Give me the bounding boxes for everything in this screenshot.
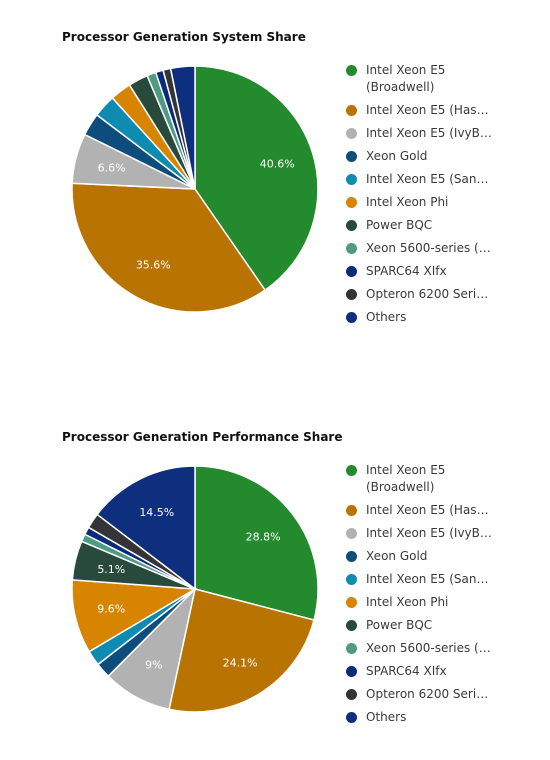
legend-item[interactable]: Xeon Gold [346, 548, 546, 565]
legend-swatch [346, 220, 357, 231]
legend-label: Intel Xeon Phi [366, 195, 449, 209]
legend-label: Intel Xeon E5 (Haswell) [366, 103, 494, 117]
data-label: 35.6% [136, 258, 171, 271]
pie-slice-others [169, 65, 196, 190]
legend-item[interactable]: Intel Xeon Phi [346, 594, 546, 611]
legend-item[interactable]: Intel Xeon E5 (IvyBridge) [346, 125, 546, 142]
chart-title: Processor Generation System Share [62, 30, 306, 44]
legend-item[interactable]: Power BQC [346, 217, 546, 234]
legend-label: Others [366, 310, 407, 324]
legend-label: SPARC64 XIfx [366, 664, 447, 678]
legend-label: Intel Xeon E5 (IvyBridge) [366, 526, 494, 540]
legend-swatch [346, 666, 357, 677]
legend-item[interactable]: Xeon 5600-series (Westmere-EP) [346, 640, 546, 657]
chart-title: Processor Generation Performance Share [62, 430, 343, 444]
pie-slice-intel-xeon-phi [71, 579, 198, 653]
legend-swatch [346, 65, 357, 76]
legend-swatch [346, 197, 357, 208]
system-share-chart: Processor Generation System Share 40.6% 3… [0, 0, 550, 360]
legend-label: Power BQC [366, 218, 433, 232]
legend-swatch [346, 465, 357, 476]
pie-slice-others [96, 465, 196, 591]
legend-item[interactable]: Intel Xeon Phi [346, 194, 546, 211]
legend-swatch [346, 620, 357, 631]
legend-swatch [346, 312, 357, 323]
pie-slice-intel-xeon-e5-broadwell [194, 65, 319, 292]
legend-swatch [346, 243, 357, 254]
legend-item[interactable]: Intel Xeon E5 (IvyBridge) [346, 525, 546, 542]
legend: Intel Xeon E5 (Broadwell) Intel Xeon E5 (… [346, 462, 546, 732]
legend-label: Others [366, 710, 407, 724]
legend-item[interactable]: Intel Xeon E5 (Haswell) [346, 502, 546, 519]
legend-label: Power BQC [366, 618, 433, 632]
legend-item[interactable]: Xeon 5600-series (Westmere-EP) [346, 240, 546, 257]
legend-swatch [346, 643, 357, 654]
legend-label: Intel Xeon E5 (Haswell) [366, 503, 494, 517]
legend: Intel Xeon E5 (Broadwell) Intel Xeon E5 (… [346, 62, 546, 332]
legend-item[interactable]: Opteron 6200 Series (Interlagos) [346, 286, 546, 303]
legend-item[interactable]: Intel Xeon E5 (Broadwell) [346, 62, 546, 96]
legend-swatch [346, 574, 357, 585]
legend-swatch [346, 266, 357, 277]
legend-label: Opteron 6200 Series (Interlagos) [366, 287, 494, 301]
legend-swatch [346, 689, 357, 700]
pie-chart: 40.6% 35.6% 6.6% [71, 65, 319, 313]
legend-label: Xeon Gold [366, 149, 428, 163]
legend-label: Xeon 5600-series (Westmere-EP) [366, 241, 494, 255]
data-label: 28.8% [246, 530, 281, 543]
legend-label: Xeon 5600-series (Westmere-EP) [366, 641, 494, 655]
legend-item[interactable]: Power BQC [346, 617, 546, 634]
legend-label: Intel Xeon E5 (Broadwell) [366, 63, 446, 94]
legend-label: Opteron 6200 Series (Interlagos) [366, 687, 494, 701]
legend-swatch [346, 712, 357, 723]
legend-label: Intel Xeon E5 (SandyBridge) [366, 572, 494, 586]
legend-item[interactable]: Intel Xeon E5 (Haswell) [346, 102, 546, 119]
data-label: 5.1% [97, 563, 125, 576]
pie-chart: 28.8% 24.1% 9% 9.6% 5.1% 14.5% [71, 465, 319, 713]
data-label: 9.6% [97, 603, 125, 616]
legend-swatch [346, 151, 357, 162]
data-label: 40.6% [260, 157, 295, 170]
legend-item[interactable]: Intel Xeon E5 (SandyBridge) [346, 171, 546, 188]
legend-item[interactable]: Opteron 6200 Series (Interlagos) [346, 686, 546, 703]
legend-label: SPARC64 XIfx [366, 264, 447, 278]
data-label: 6.6% [98, 162, 126, 175]
legend-item[interactable]: Intel Xeon E5 (SandyBridge) [346, 571, 546, 588]
legend-item[interactable]: Xeon Gold [346, 148, 546, 165]
data-label: 9% [145, 659, 162, 672]
legend-item[interactable]: Intel Xeon E5 (Broadwell) [346, 462, 546, 496]
legend-swatch [346, 105, 357, 116]
legend-swatch [346, 174, 357, 185]
legend-label: Intel Xeon E5 (SandyBridge) [366, 172, 494, 186]
legend-item[interactable]: SPARC64 XIfx [346, 663, 546, 680]
legend-label: Intel Xeon Phi [366, 595, 449, 609]
legend-swatch [346, 505, 357, 516]
pie-slice-intel-xeon-e5-haswell [71, 182, 267, 313]
legend-swatch [346, 528, 357, 539]
legend-swatch [346, 597, 357, 608]
performance-share-chart: Processor Generation Performance Share 2… [0, 400, 550, 760]
legend-label: Intel Xeon E5 (Broadwell) [366, 463, 446, 494]
legend-item[interactable]: Others [346, 709, 546, 726]
legend-item[interactable]: SPARC64 XIfx [346, 263, 546, 280]
legend-swatch [346, 551, 357, 562]
data-label: 24.1% [223, 656, 258, 669]
legend-label: Intel Xeon E5 (IvyBridge) [366, 126, 494, 140]
legend-label: Xeon Gold [366, 549, 428, 563]
pie-slice-intel-xeon-e5-haswell [168, 588, 315, 713]
pie-slice-intel-xeon-e5-broadwell [194, 465, 319, 621]
data-label: 14.5% [139, 506, 174, 519]
legend-swatch [346, 128, 357, 139]
legend-swatch [346, 289, 357, 300]
legend-item[interactable]: Others [346, 309, 546, 326]
